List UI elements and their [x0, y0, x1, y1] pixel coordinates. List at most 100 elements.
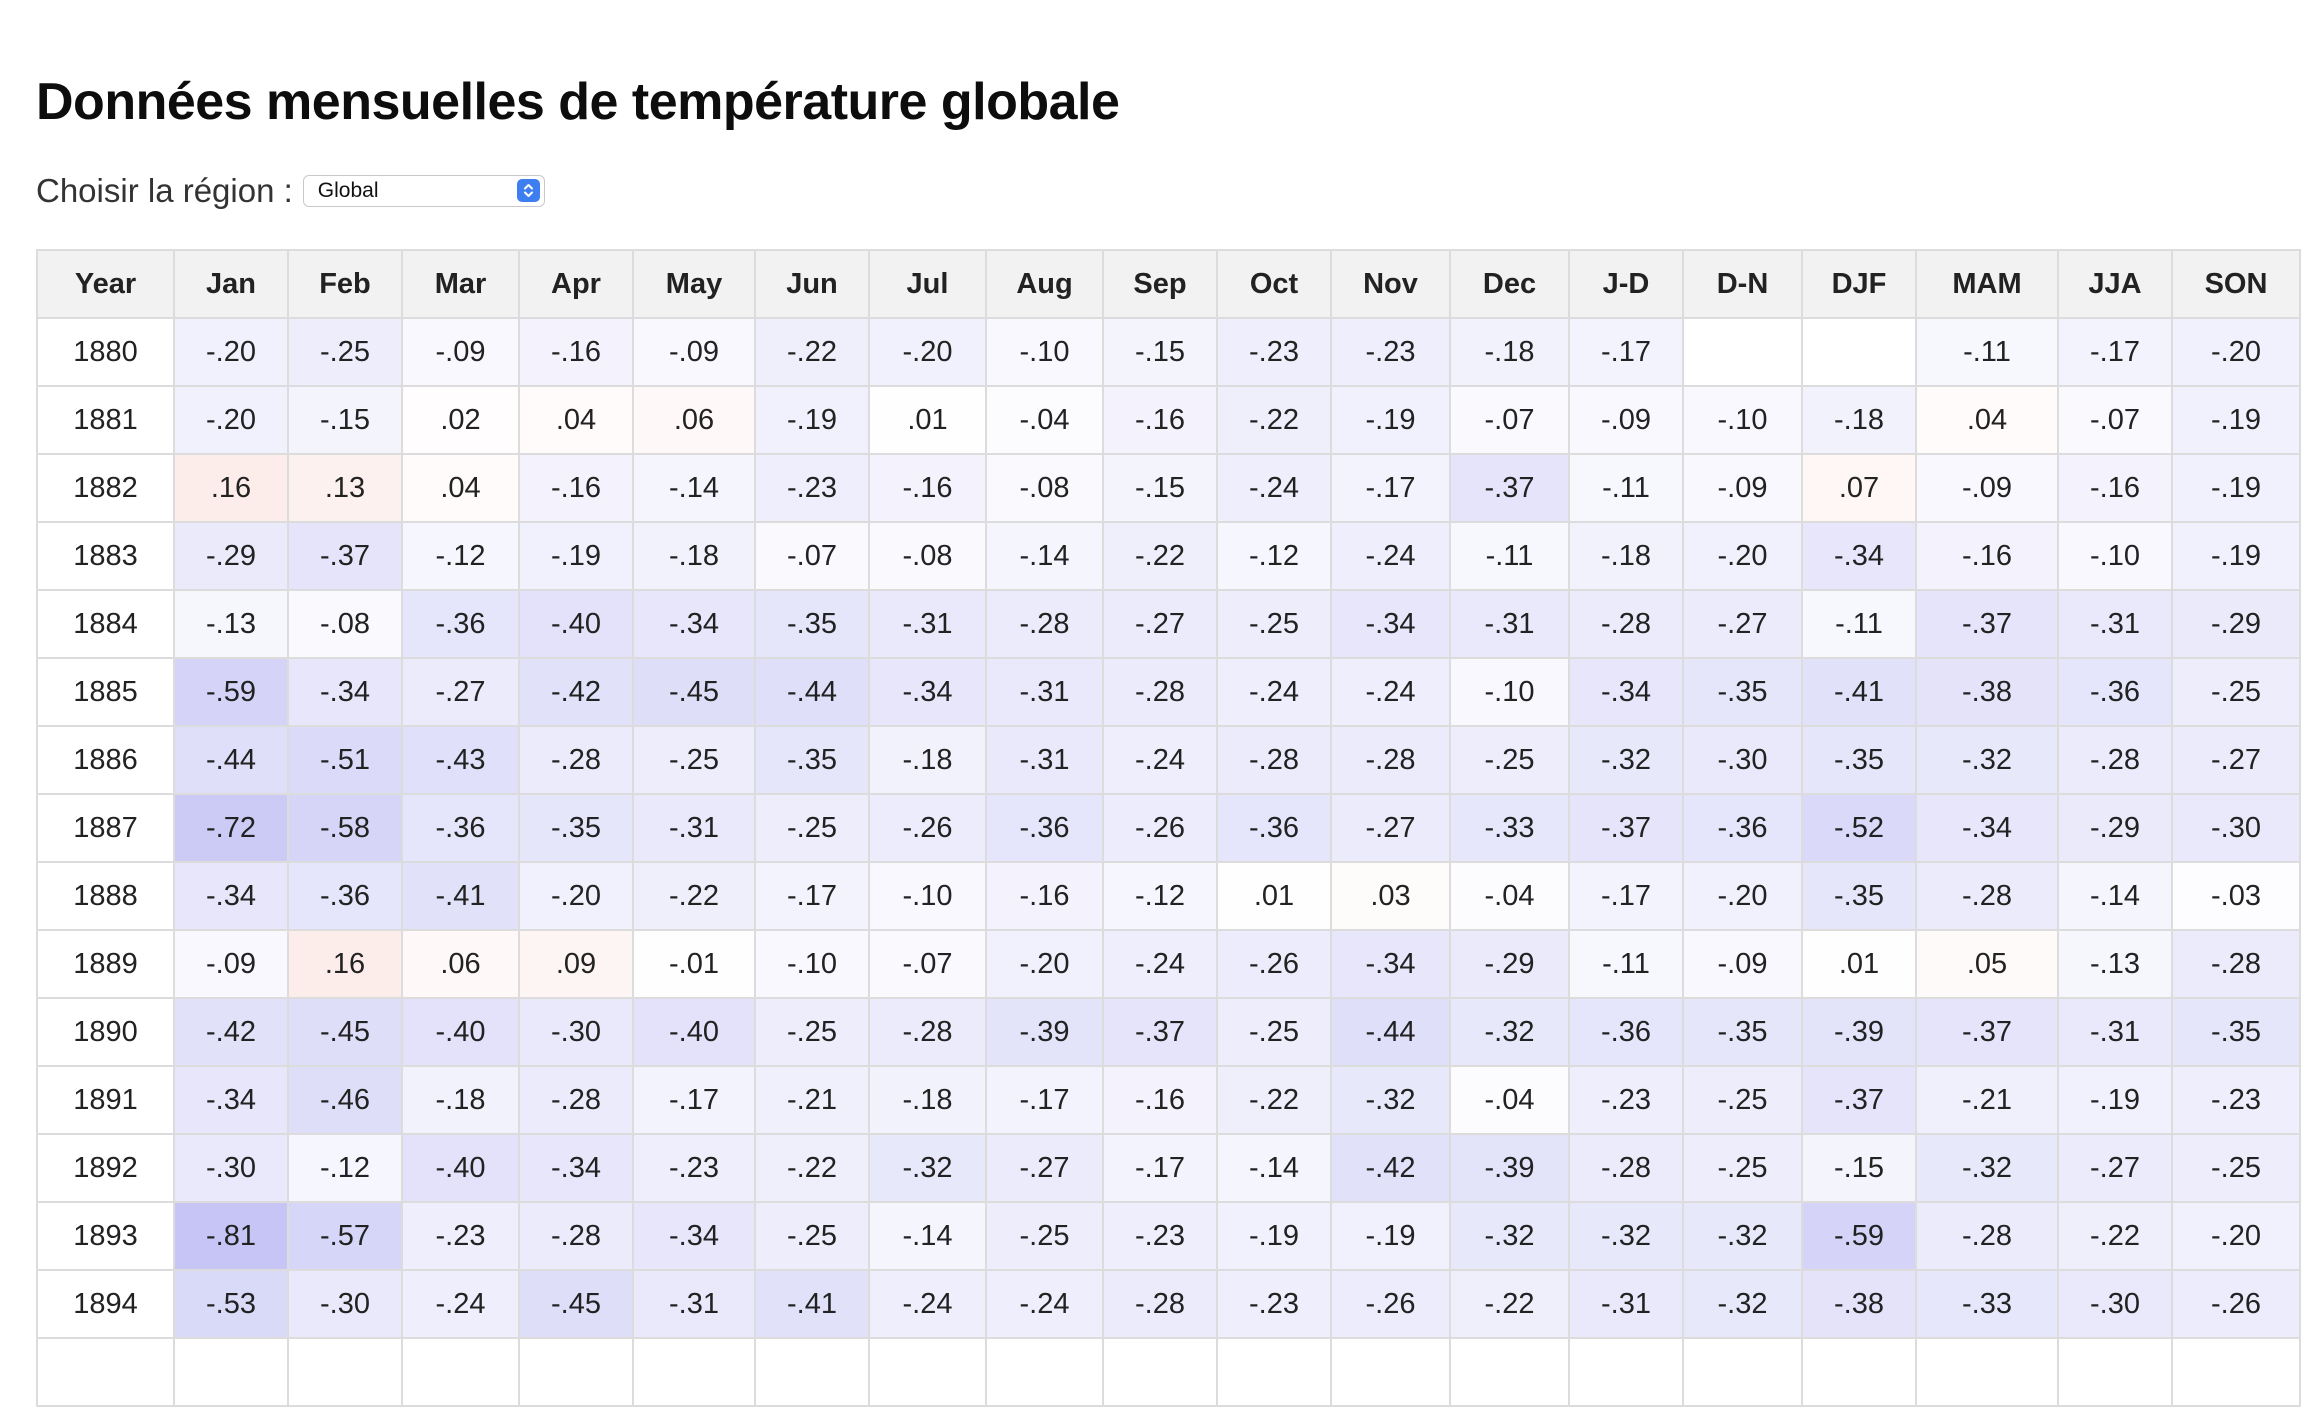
anomaly-cell-j-d	[1568, 1337, 1684, 1407]
year-cell	[36, 1337, 175, 1407]
anomaly-cell-mam: -.11	[1915, 317, 2059, 387]
anomaly-cell-mam	[1915, 1337, 2059, 1407]
anomaly-cell-sep: -.28	[1102, 1269, 1218, 1339]
anomaly-cell-djf: -.41	[1801, 657, 1917, 727]
anomaly-cell-jun: -.17	[754, 861, 870, 931]
anomaly-cell-may: -.01	[632, 929, 756, 999]
anomaly-cell-feb: -.58	[287, 793, 403, 863]
column-header-jun: Jun	[754, 249, 870, 319]
anomaly-cell-d-n: -.36	[1682, 793, 1803, 863]
anomaly-cell-feb: -.12	[287, 1133, 403, 1203]
anomaly-cell-may: -.45	[632, 657, 756, 727]
anomaly-cell-oct: -.24	[1216, 657, 1332, 727]
anomaly-cell-jun: -.25	[754, 997, 870, 1067]
temperature-table-container: Year Jan Feb Mar Apr May Jun Jul Aug Sep Oct Nov Dec…	[36, 249, 2301, 1407]
year-cell: 1887	[36, 793, 175, 863]
anomaly-cell-dec: -.11	[1449, 521, 1570, 591]
anomaly-cell-aug: -.04	[985, 385, 1104, 455]
anomaly-cell-mar: -.24	[401, 1269, 520, 1339]
table-row: 1885 -.59 -.34 -.27 -.42 -.45 -.44 -.34 -.31 -.28…	[36, 657, 2301, 727]
anomaly-cell-may: -.22	[632, 861, 756, 931]
region-select-value: Global	[317, 179, 379, 202]
anomaly-cell-j-d: -.32	[1568, 1201, 1684, 1271]
year-cell: 1893	[36, 1201, 175, 1271]
anomaly-cell-apr: -.16	[518, 453, 634, 523]
column-header-year: Year	[36, 249, 175, 319]
temperature-table: Year Jan Feb Mar Apr May Jun Jul Aug Sep Oct Nov Dec…	[36, 249, 2301, 1407]
anomaly-cell-jul: -.14	[868, 1201, 987, 1271]
anomaly-cell-jan	[173, 1337, 289, 1407]
anomaly-cell-dec: -.10	[1449, 657, 1570, 727]
anomaly-cell-jul: -.20	[868, 317, 987, 387]
anomaly-cell-j-d: -.32	[1568, 725, 1684, 795]
anomaly-cell-jja: -.13	[2057, 929, 2173, 999]
anomaly-cell-jja: -.36	[2057, 657, 2173, 727]
anomaly-cell-djf: -.35	[1801, 725, 1917, 795]
year-cell: 1889	[36, 929, 175, 999]
anomaly-cell-sep: -.12	[1102, 861, 1218, 931]
anomaly-cell-sep: -.37	[1102, 997, 1218, 1067]
anomaly-cell-djf: -.11	[1801, 589, 1917, 659]
anomaly-cell-sep: -.24	[1102, 725, 1218, 795]
year-cell: 1886	[36, 725, 175, 795]
anomaly-cell-jan: -.09	[173, 929, 289, 999]
anomaly-cell-apr: -.45	[518, 1269, 634, 1339]
anomaly-cell-nov: -.34	[1330, 929, 1451, 999]
anomaly-cell-jan: -.34	[173, 861, 289, 931]
anomaly-cell-mam: -.32	[1915, 725, 2059, 795]
anomaly-cell-jja: -.31	[2057, 589, 2173, 659]
anomaly-cell-jja: -.29	[2057, 793, 2173, 863]
anomaly-cell-djf: -.59	[1801, 1201, 1917, 1271]
anomaly-cell-nov: -.23	[1330, 317, 1451, 387]
anomaly-cell-son: -.20	[2171, 317, 2301, 387]
anomaly-cell-j-d: -.31	[1568, 1269, 1684, 1339]
anomaly-cell-d-n: -.30	[1682, 725, 1803, 795]
anomaly-cell-dec: -.29	[1449, 929, 1570, 999]
anomaly-cell-mar: -.41	[401, 861, 520, 931]
anomaly-cell-may	[632, 1337, 756, 1407]
year-cell: 1888	[36, 861, 175, 931]
anomaly-cell-mar: -.43	[401, 725, 520, 795]
anomaly-cell-apr: -.20	[518, 861, 634, 931]
anomaly-cell-oct	[1216, 1337, 1332, 1407]
anomaly-cell-dec: -.37	[1449, 453, 1570, 523]
anomaly-cell-j-d: -.28	[1568, 1133, 1684, 1203]
anomaly-cell-jul: .01	[868, 385, 987, 455]
anomaly-cell-jul: -.24	[868, 1269, 987, 1339]
anomaly-cell-apr: -.16	[518, 317, 634, 387]
anomaly-cell-son: -.28	[2171, 929, 2301, 999]
anomaly-cell-nov: .03	[1330, 861, 1451, 931]
anomaly-cell-mar: .06	[401, 929, 520, 999]
anomaly-cell-son: -.19	[2171, 453, 2301, 523]
anomaly-cell-jun: -.25	[754, 1201, 870, 1271]
anomaly-cell-oct: -.14	[1216, 1133, 1332, 1203]
anomaly-cell-nov	[1330, 1337, 1451, 1407]
anomaly-cell-d-n: -.32	[1682, 1201, 1803, 1271]
anomaly-cell-may: -.25	[632, 725, 756, 795]
anomaly-cell-mam: -.09	[1915, 453, 2059, 523]
region-select[interactable]: Global	[302, 175, 545, 207]
anomaly-cell-jul: -.16	[868, 453, 987, 523]
table-row: 1880 -.20 -.25 -.09 -.16 -.09 -.22 -.20 -.10 -.15…	[36, 317, 2301, 387]
anomaly-cell-aug: -.14	[985, 521, 1104, 591]
anomaly-cell-apr: -.28	[518, 1065, 634, 1135]
anomaly-cell-apr: -.19	[518, 521, 634, 591]
table-row: 1893 -.81 -.57 -.23 -.28 -.34 -.25 -.14 -.25 -.23…	[36, 1201, 2301, 1271]
anomaly-cell-apr: .04	[518, 385, 634, 455]
anomaly-cell-djf: -.18	[1801, 385, 1917, 455]
column-header-aug: Aug	[985, 249, 1104, 319]
anomaly-cell-j-d: -.34	[1568, 657, 1684, 727]
anomaly-cell-may: .06	[632, 385, 756, 455]
anomaly-cell-mar: -.36	[401, 793, 520, 863]
anomaly-cell-mam: -.28	[1915, 1201, 2059, 1271]
anomaly-cell-jul: -.08	[868, 521, 987, 591]
anomaly-cell-nov: -.44	[1330, 997, 1451, 1067]
table-header-row: Year Jan Feb Mar Apr May Jun Jul Aug Sep Oct Nov Dec…	[36, 249, 2301, 319]
anomaly-cell-sep	[1102, 1337, 1218, 1407]
anomaly-cell-mam: -.21	[1915, 1065, 2059, 1135]
anomaly-cell-d-n: -.09	[1682, 929, 1803, 999]
anomaly-cell-oct: .01	[1216, 861, 1332, 931]
table-row: 1887 -.72 -.58 -.36 -.35 -.31 -.25 -.26 -.36 -.26…	[36, 793, 2301, 863]
anomaly-cell-aug	[985, 1337, 1104, 1407]
anomaly-cell-aug: -.08	[985, 453, 1104, 523]
